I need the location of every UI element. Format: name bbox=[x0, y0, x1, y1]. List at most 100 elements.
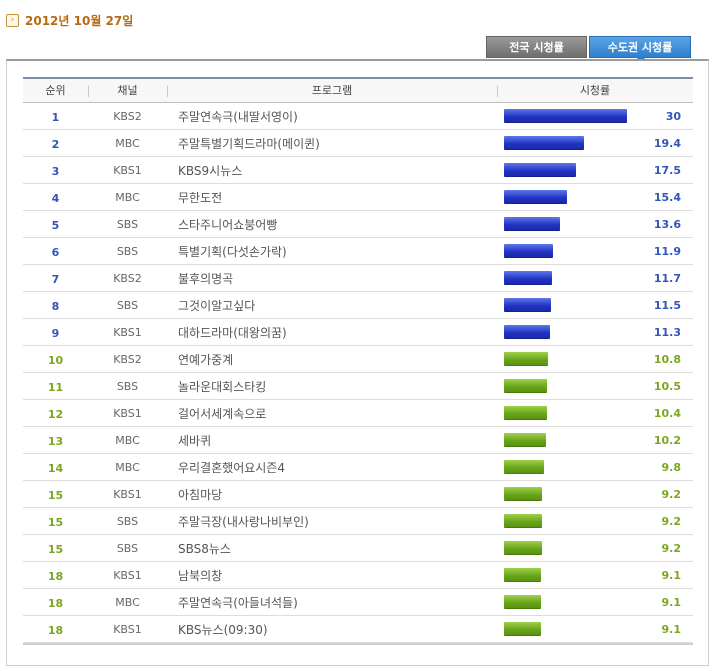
rank-cell: 13 bbox=[47, 435, 64, 448]
rating-cell: 10.8 bbox=[497, 346, 693, 373]
rating-bar bbox=[504, 567, 541, 582]
rating-cell: 11.5 bbox=[497, 292, 693, 319]
rating-value: 9.1 bbox=[661, 568, 682, 582]
table-row: 6 SBS 특별기획(다섯손가락) 11.9 bbox=[23, 238, 693, 265]
rating-bar bbox=[504, 486, 542, 501]
rating-value: 11.5 bbox=[653, 298, 681, 312]
rank-cell: 9 bbox=[51, 327, 60, 340]
rating-bar bbox=[504, 270, 552, 285]
program-cell: 불후의명곡 bbox=[178, 271, 234, 286]
program-cell: 스타주니어쇼붕어빵 bbox=[178, 217, 278, 232]
channel-cell: KBS2 bbox=[113, 109, 142, 123]
channel-cell: KBS1 bbox=[113, 325, 142, 339]
rating-value: 15.4 bbox=[653, 190, 681, 204]
table-row: 3 KBS1 KBS9시뉴스 17.5 bbox=[23, 157, 693, 184]
rating-cell: 30 bbox=[497, 103, 693, 130]
rank-cell: 1 bbox=[51, 111, 60, 124]
program-cell: 대하드라마(대왕의꿈) bbox=[178, 325, 287, 340]
rank-cell: 15 bbox=[47, 543, 64, 556]
rating-bar bbox=[504, 324, 550, 339]
table-bottom-divider bbox=[23, 643, 693, 645]
rating-cell: 17.5 bbox=[497, 157, 693, 184]
table-header: 순위 채널 프로그램 시청률 bbox=[23, 77, 693, 103]
rating-value: 11.3 bbox=[653, 325, 681, 339]
rating-cell: 13.6 bbox=[497, 211, 693, 238]
channel-cell: KBS1 bbox=[113, 568, 142, 582]
header-program: 프로그램 bbox=[167, 78, 497, 104]
rank-cell: 18 bbox=[47, 624, 64, 637]
rating-value: 9.2 bbox=[661, 487, 682, 501]
rating-value: 11.7 bbox=[653, 271, 681, 285]
rating-bar bbox=[504, 135, 584, 150]
program-cell: KBS뉴스(09:30) bbox=[178, 622, 268, 637]
rating-bar bbox=[504, 189, 567, 204]
rank-cell: 5 bbox=[51, 219, 60, 232]
rank-cell: 10 bbox=[47, 354, 64, 367]
rank-cell: 18 bbox=[47, 597, 64, 610]
tab-national-rating[interactable]: 전국 시청률 bbox=[486, 36, 587, 58]
table-row: 15 SBS SBS8뉴스 9.2 bbox=[23, 535, 693, 562]
channel-cell: MBC bbox=[115, 460, 140, 474]
program-cell: 남북의창 bbox=[178, 568, 223, 583]
rating-bar bbox=[504, 108, 627, 123]
rating-value: 9.2 bbox=[661, 541, 682, 555]
table-row: 18 MBC 주말연속극(아들녀석들) 9.1 bbox=[23, 589, 693, 616]
channel-cell: SBS bbox=[116, 298, 139, 312]
channel-cell: MBC bbox=[115, 190, 140, 204]
rating-value: 11.9 bbox=[653, 244, 681, 258]
channel-cell: KBS1 bbox=[113, 406, 142, 420]
table-row: 2 MBC 주말특별기획드라마(메이퀸) 19.4 bbox=[23, 130, 693, 157]
header-channel: 채널 bbox=[88, 78, 167, 104]
tab-capital-rating[interactable]: 수도권 시청률 bbox=[589, 36, 691, 63]
channel-cell: SBS bbox=[116, 217, 139, 231]
rank-cell: 14 bbox=[47, 462, 64, 475]
program-cell: 그것이알고싶다 bbox=[178, 298, 256, 313]
rating-value: 10.4 bbox=[653, 406, 681, 420]
table-row: 15 KBS1 아침마당 9.2 bbox=[23, 481, 693, 508]
program-cell: 세바퀴 bbox=[178, 433, 212, 448]
rating-value: 9.2 bbox=[661, 514, 682, 528]
program-cell: 연예가중계 bbox=[178, 352, 234, 367]
rank-cell: 15 bbox=[47, 516, 64, 529]
rating-bar bbox=[504, 243, 553, 258]
rating-cell: 9.2 bbox=[497, 481, 693, 508]
rank-cell: 15 bbox=[47, 489, 64, 502]
rating-cell: 9.2 bbox=[497, 508, 693, 535]
region-tabs: 전국 시청률 수도권 시청률 bbox=[486, 36, 691, 63]
channel-cell: KBS1 bbox=[113, 487, 142, 501]
rating-bar bbox=[504, 621, 541, 636]
rating-value: 30 bbox=[665, 109, 681, 123]
program-cell: 주말연속극(아들녀석들) bbox=[178, 595, 298, 610]
program-cell: SBS8뉴스 bbox=[178, 541, 231, 556]
rating-value: 10.2 bbox=[653, 433, 681, 447]
rank-cell: 3 bbox=[51, 165, 60, 178]
channel-cell: MBC bbox=[115, 136, 140, 150]
table-row: 14 MBC 우리결혼했어요시즌4 9.8 bbox=[23, 454, 693, 481]
rating-cell: 15.4 bbox=[497, 184, 693, 211]
channel-cell: KBS2 bbox=[113, 352, 142, 366]
rating-cell: 11.9 bbox=[497, 238, 693, 265]
rating-bar bbox=[504, 378, 547, 393]
program-cell: 특별기획(다섯손가락) bbox=[178, 244, 287, 259]
table-row: 8 SBS 그것이알고싶다 11.5 bbox=[23, 292, 693, 319]
channel-cell: KBS1 bbox=[113, 163, 142, 177]
rating-value: 10.8 bbox=[653, 352, 681, 366]
rating-bar bbox=[504, 351, 548, 366]
rating-cell: 11.3 bbox=[497, 319, 693, 346]
channel-cell: MBC bbox=[115, 433, 140, 447]
rating-cell: 10.4 bbox=[497, 400, 693, 427]
rating-value: 17.5 bbox=[653, 163, 681, 177]
program-cell: 아침마당 bbox=[178, 487, 223, 502]
rank-cell: 7 bbox=[51, 273, 60, 286]
table-row: 15 SBS 주말극장(내사랑나비부인) 9.2 bbox=[23, 508, 693, 535]
rating-value: 9.1 bbox=[661, 595, 682, 609]
program-cell: 무한도전 bbox=[178, 190, 223, 205]
table-row: 4 MBC 무한도전 15.4 bbox=[23, 184, 693, 211]
rating-bar bbox=[504, 216, 560, 231]
table-row: 5 SBS 스타주니어쇼붕어빵 13.6 bbox=[23, 211, 693, 238]
rating-cell: 9.2 bbox=[497, 535, 693, 562]
rating-cell: 9.1 bbox=[497, 562, 693, 589]
rating-cell: 10.5 bbox=[497, 373, 693, 400]
rating-bar bbox=[504, 162, 576, 177]
program-cell: 주말연속극(내딸서영이) bbox=[178, 109, 298, 124]
